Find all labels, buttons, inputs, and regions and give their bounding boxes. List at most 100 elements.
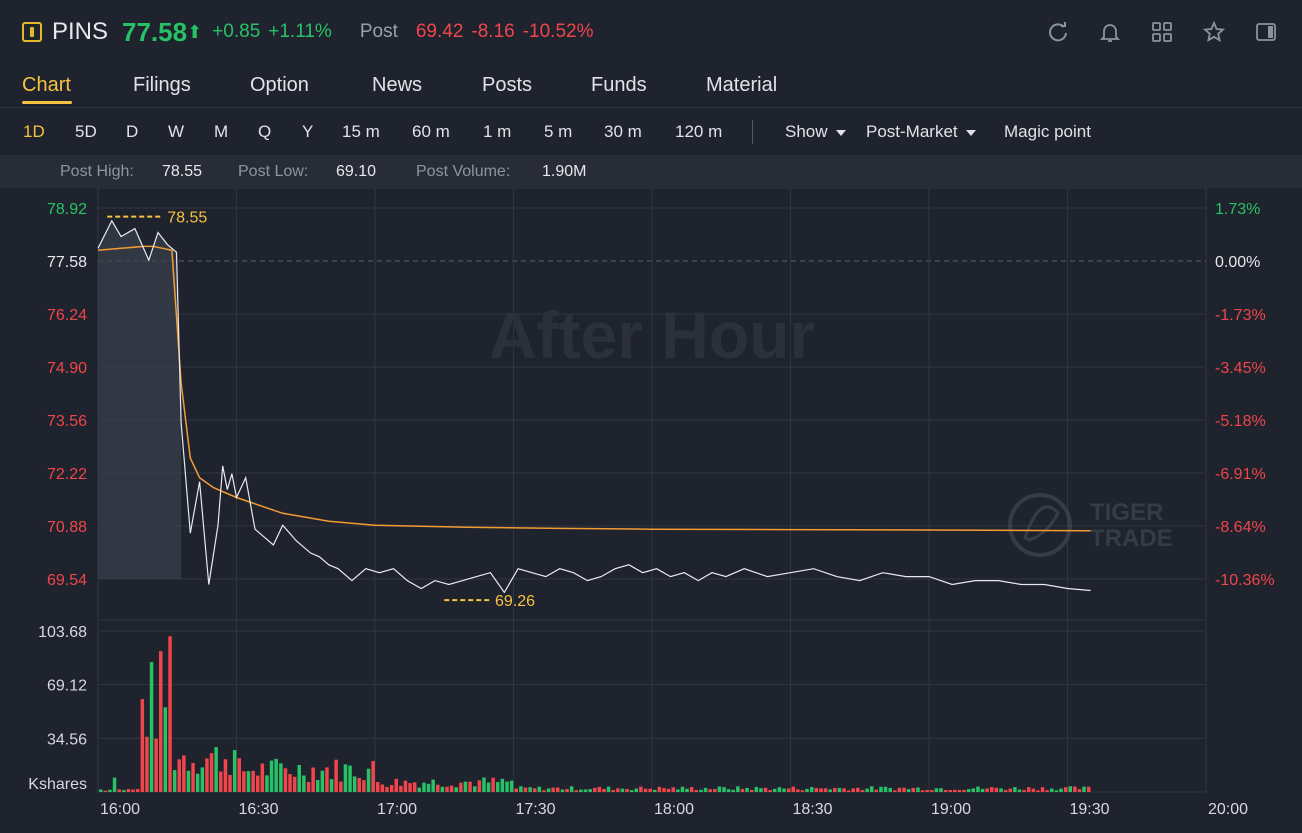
volume-bar [1022,789,1026,792]
volume-bar [279,763,283,792]
volume-bar [648,788,652,792]
time-tick-label: 19:30 [1069,801,1109,818]
volume-bar [999,788,1003,792]
period-5d[interactable]: 5D [75,122,97,141]
volume-bar [537,786,542,792]
volume-bar [1031,788,1036,792]
volume-bar [440,786,445,792]
period-q[interactable]: Q [258,122,272,141]
volume-bar [468,781,472,792]
volume-tick-label: 34.56 [47,731,87,748]
volume-bar [195,773,200,792]
volume-bar [496,782,500,792]
tab-funds[interactable]: Funds [591,74,647,96]
volume-bar [662,788,666,792]
volume-bar [274,758,278,792]
intraday-chart[interactable]: After Hour TIGER TRADE 78.55 69.26 78.92 1… [0,188,1302,833]
volume-bar [957,789,962,792]
volume-bar [288,774,292,792]
price-change: +0.85 [212,21,261,42]
bell-icon[interactable] [1094,18,1126,46]
post-change-pct: -10.52% [522,21,594,42]
period-w[interactable]: W [168,122,185,141]
volume-bar [232,750,237,792]
volume-bar [112,777,117,792]
volume-bar [431,779,435,792]
volume-bar [736,786,740,792]
watchlist-toggle-icon[interactable] [22,22,42,42]
volume-bar [657,786,662,792]
star-icon[interactable] [1198,18,1230,46]
time-tick-label: 20:00 [1208,801,1248,818]
period-1m[interactable]: 1 m [483,122,512,141]
pct-tick-label: -8.64% [1215,519,1266,536]
period-1d[interactable]: 1D [23,122,45,141]
time-tick-label: 19:00 [931,801,971,818]
volume-bar [1073,786,1077,792]
volume-bar [182,755,186,792]
volume-bar [579,789,583,792]
volume-bar [99,789,103,792]
volume-bar [565,789,569,792]
tiger-trade-logo: TIGER TRADE [1008,493,1173,557]
volume-bar [459,782,463,792]
volume-bar [1077,789,1082,792]
tab-news[interactable]: News [372,74,423,96]
volume-bar [117,789,121,792]
volume-bar [1027,787,1031,792]
period-5m[interactable]: 5 m [544,122,573,141]
volume-bar [639,786,643,792]
volume-bar [491,777,495,792]
volume-bar [237,758,241,792]
tab-material[interactable]: Material [706,74,778,96]
volume-bar [625,789,629,792]
period-m[interactable]: M [214,122,229,141]
show-label: Show [785,122,828,141]
volume-bar [823,788,828,792]
volume-bar [671,787,675,792]
post-market-dropdown[interactable]: Post-Market [866,122,976,142]
volume-bar [159,651,163,792]
volume-bar [1050,788,1054,792]
volume-bar [408,783,412,792]
tab-option[interactable]: Option [250,74,309,96]
magic-point-button[interactable]: Magic point [1004,122,1091,141]
volume-bar [1013,787,1017,792]
volume-bar [842,788,846,792]
tab-posts[interactable]: Posts [482,74,533,96]
volume-bar [1068,786,1072,792]
show-dropdown[interactable]: Show [785,122,846,142]
period-15m[interactable]: 15 m [342,122,380,141]
side-panel-icon[interactable] [1250,18,1282,46]
volume-bar [126,789,131,792]
volume-bar [546,788,551,792]
volume-bar [385,786,389,792]
pct-tick-label: -10.36% [1215,572,1275,589]
tab-chart[interactable]: Chart [22,74,71,96]
chart-grid [97,188,1207,793]
volume-bar [962,789,966,792]
volume-bar [893,790,897,792]
volume-bar [1040,787,1045,792]
time-tick-label: 16:30 [238,801,278,818]
tab-filings[interactable]: Filings [133,74,191,96]
volume-bar [846,790,851,792]
volume-bar [971,788,975,792]
volume-bar [311,767,315,792]
time-tick-label: 17:00 [377,801,417,818]
grid-icon[interactable] [1146,18,1178,46]
volume-bar [334,759,338,792]
period-60m[interactable]: 60 m [412,122,450,141]
refresh-icon[interactable] [1042,18,1074,46]
period-120m[interactable]: 120 m [675,122,723,141]
volume-bar [320,770,325,792]
volume-bar [796,789,800,792]
volume-bar [149,662,154,792]
period-y[interactable]: Y [302,122,314,141]
price-tick-label: 70.88 [47,519,87,536]
period-30m[interactable]: 30 m [604,122,642,141]
period-d[interactable]: D [126,122,139,141]
volume-bar [925,789,929,792]
volume-bar [750,789,754,792]
volume-bar [606,786,611,792]
